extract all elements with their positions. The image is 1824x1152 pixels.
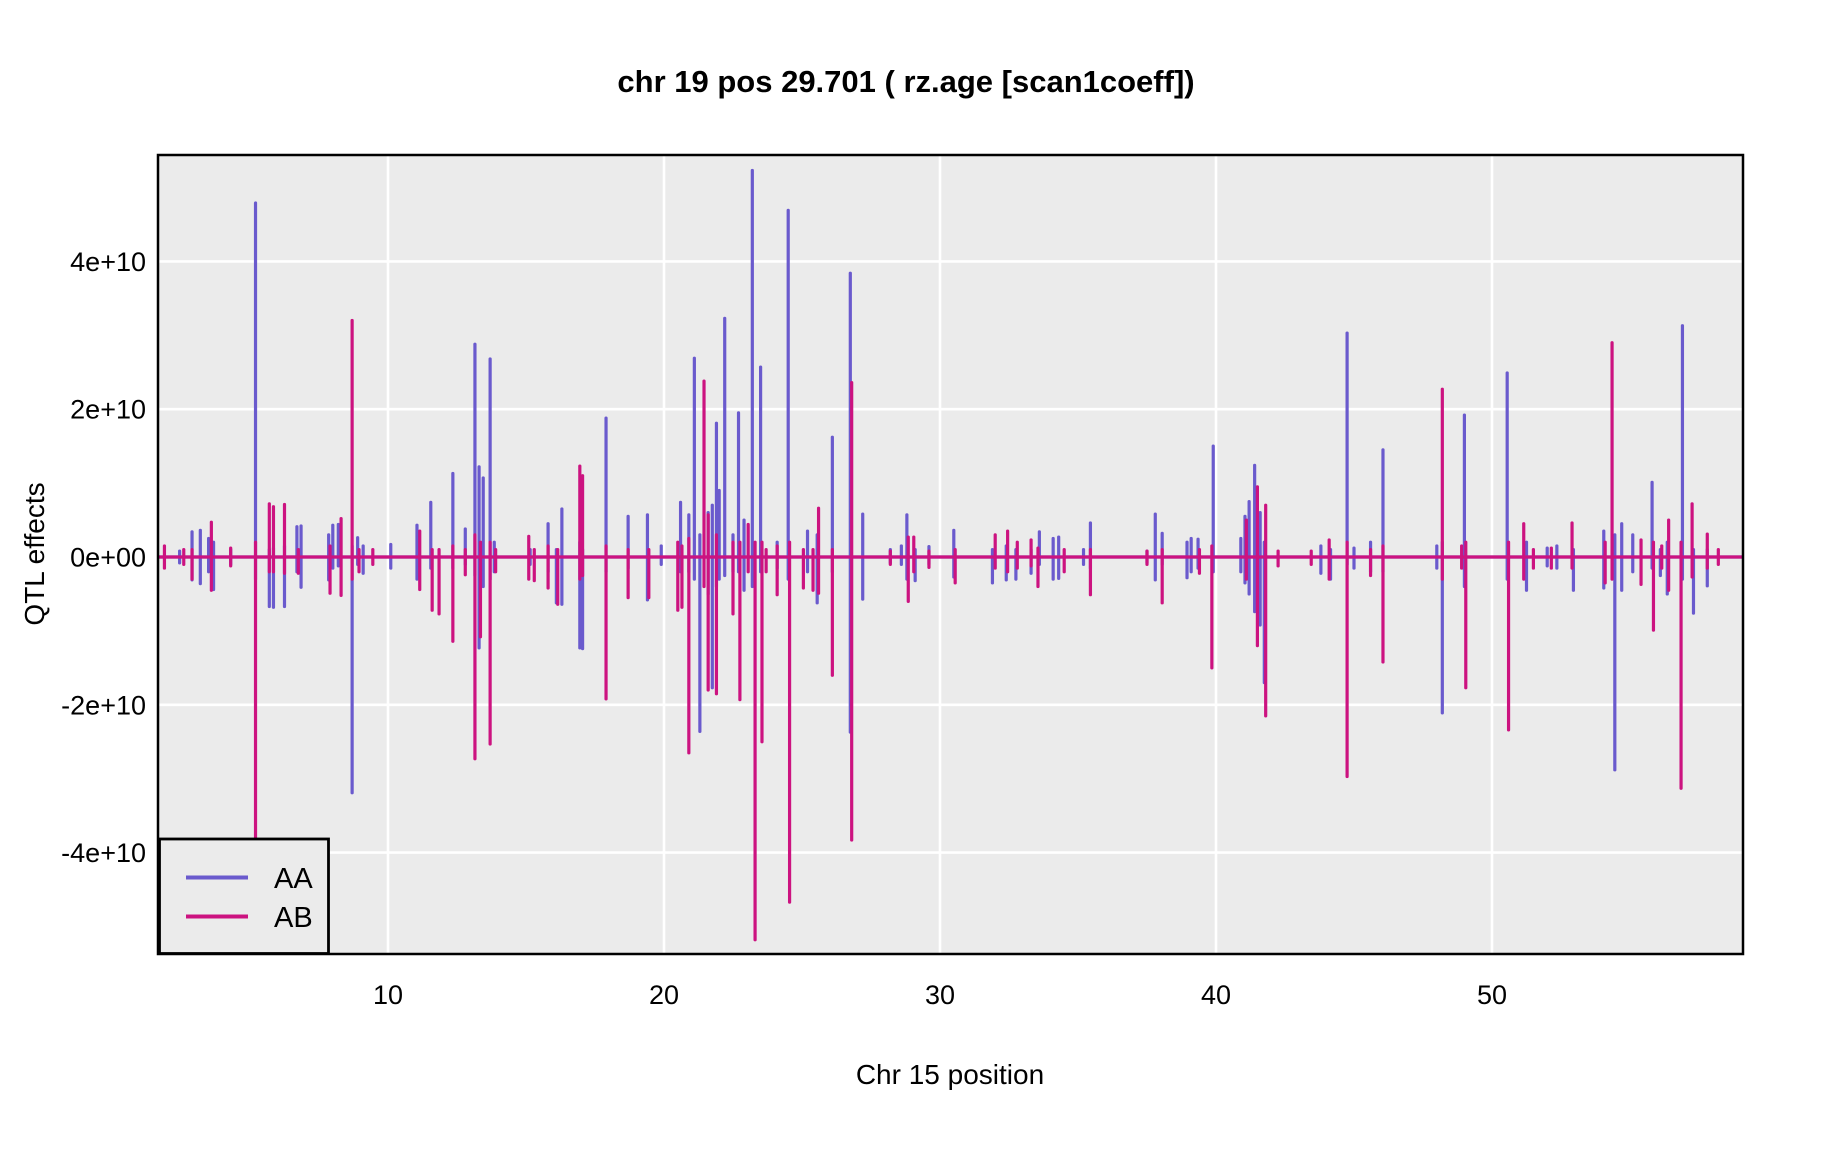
- legend-label-ab: AB: [274, 902, 313, 934]
- x-tick-label: 20: [649, 980, 679, 1010]
- legend-label-aa: AA: [274, 863, 313, 895]
- legend: AA AB: [158, 837, 330, 955]
- x-axis-tick-labels: 10 20 30 40 50: [373, 980, 1507, 1010]
- x-tick-label: 50: [1477, 980, 1507, 1010]
- y-tick-label: -4e+10: [61, 838, 146, 868]
- x-tick-label: 40: [1201, 980, 1231, 1010]
- y-axis-title: QTL effects: [19, 482, 50, 625]
- x-axis-title: Chr 15 position: [856, 1059, 1044, 1090]
- plot-panel: [158, 155, 1743, 954]
- legend-box: [158, 837, 330, 955]
- series-AB: [158, 318, 1743, 942]
- x-tick-label: 30: [925, 980, 955, 1010]
- y-tick-label: 2e+10: [70, 395, 146, 425]
- y-tick-label: -2e+10: [61, 690, 146, 720]
- x-tick-label: 10: [373, 980, 403, 1010]
- panel-border: [156, 153, 1745, 956]
- y-axis-tick-labels: 4e+10 2e+10 0e+00 -2e+10 -4e+10: [61, 247, 146, 868]
- series-lines: [158, 168, 1743, 942]
- y-tick-label: 0e+00: [70, 543, 146, 573]
- y-tick-label: 4e+10: [70, 247, 146, 277]
- chart-title: chr 19 pos 29.701 ( rz.age [scan1coeff]): [617, 64, 1194, 99]
